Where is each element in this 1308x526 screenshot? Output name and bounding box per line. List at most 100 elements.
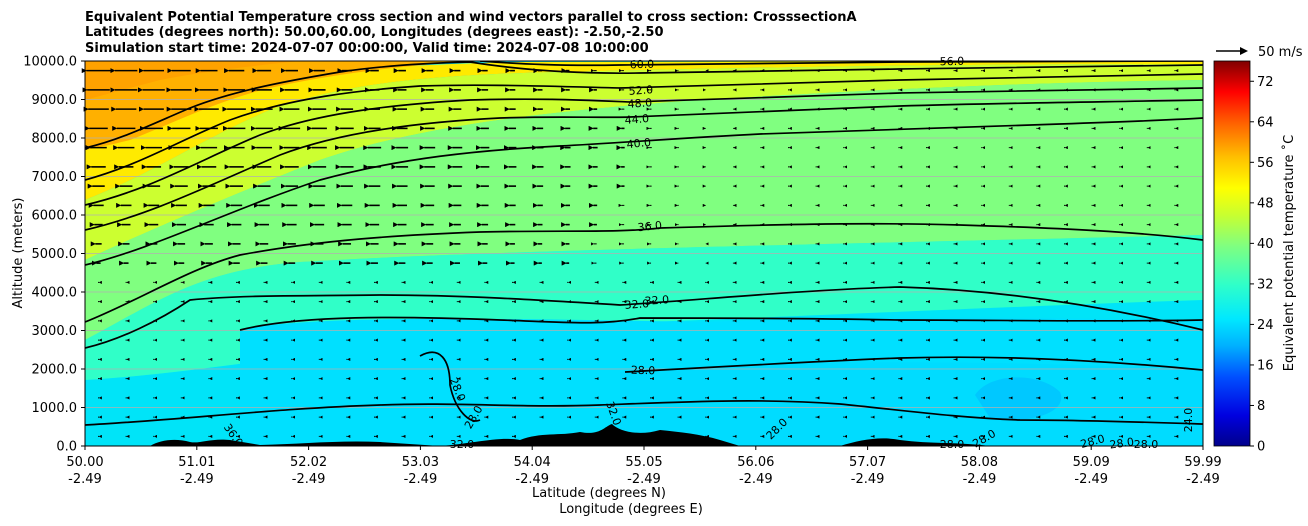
colorbar — [1213, 60, 1251, 447]
x-tick-lat: 55.05 — [625, 455, 662, 470]
contour-52 — [85, 73, 1203, 181]
colorbar-label: Equivalent potential temperature ˚C — [1281, 135, 1297, 371]
x-tick-lat: 59.99 — [1184, 455, 1221, 470]
x-tick-lat: 58.08 — [961, 455, 998, 470]
y-tick-label: 1000.0 — [32, 401, 78, 416]
x-tick-lon: -2.49 — [515, 472, 549, 487]
x-tick-lon: -2.49 — [739, 472, 773, 487]
x-tick-lat: 52.02 — [290, 455, 327, 470]
contour-28-surface — [85, 400, 1203, 426]
contour-label: 44.0 — [624, 112, 650, 127]
contour-label: 24.0 — [1182, 408, 1195, 433]
contour-label-group: 32.0 — [624, 297, 649, 312]
contour-label-group: 32.0 — [450, 438, 475, 451]
colorbar-tick-label: 56 — [1257, 156, 1274, 171]
quiver-key-arrowhead — [1240, 47, 1248, 55]
chart-title-line-3: Simulation start time: 2024-07-07 00:00:… — [85, 41, 649, 56]
contour-label: 32.0 — [450, 438, 475, 451]
contour-36 — [85, 222, 1203, 323]
colorbar-tick-label: 8 — [1257, 399, 1265, 414]
contour-label: 28.0 — [940, 438, 965, 451]
colorbar-tick-label: 16 — [1257, 358, 1274, 373]
y-tick-label: 9000.0 — [32, 93, 78, 108]
x-axis-ticks: 50.00 -2.49 51.01 -2.49 52.02 -2.49 53.03 -2.49… — [66, 446, 1222, 487]
y-axis-ticks: 0.0 1000.0 2000.0 3000.0 4000.0 5000.0 6000.0 7… — [23, 55, 85, 455]
contour-label-group: 52.0 — [628, 83, 653, 98]
x-axis-label-2: Longitude (degrees E) — [559, 502, 703, 517]
contour-label-group: 44.0 — [624, 112, 650, 127]
contour-40 — [85, 117, 1203, 266]
contour-label-group: 28.0 — [631, 364, 656, 378]
contour-label-group: 60.0 — [629, 58, 654, 72]
quiver-key: 50 m/s — [1216, 45, 1303, 60]
y-axis-label: Altitude (meters) — [11, 198, 26, 309]
x-tick-lat: 56.06 — [737, 455, 774, 470]
contour-label: 60.0 — [629, 58, 654, 72]
contour-label: 56.0 — [940, 55, 965, 68]
contour-label: 52.0 — [628, 83, 653, 98]
colorbar-tick-label: 40 — [1257, 237, 1274, 252]
contour-56 — [85, 61, 1203, 149]
contour-label: 32.0 — [644, 293, 669, 308]
x-tick-lon: -2.49 — [851, 472, 885, 487]
quiver-key-label: 50 m/s — [1258, 45, 1303, 60]
contour-label-group: 32.0 — [644, 293, 669, 308]
contour-label-group: 40.0 — [626, 136, 652, 151]
contour-label-group: 36.0 — [637, 219, 663, 234]
contour-label: 32.0 — [624, 297, 649, 312]
y-tick-label: 0.0 — [56, 440, 77, 455]
contour-label: 40.0 — [626, 136, 652, 151]
contour-44 — [85, 99, 1203, 231]
colorbar-tick-label: 24 — [1257, 318, 1274, 333]
y-tick-label: 6000.0 — [32, 209, 78, 224]
contour-32-low — [239, 316, 1203, 331]
y-tick-label: 2000.0 — [32, 363, 78, 378]
x-tick-lon: -2.49 — [1186, 472, 1220, 487]
contour-label-group: 56.0 — [940, 55, 965, 68]
contour-label-group: 48.0 — [627, 96, 652, 111]
chart-title-line-2: Latitudes (degrees north): 50.00,60.00, … — [85, 25, 664, 40]
contour-48 — [85, 87, 1203, 206]
x-tick-lon: -2.49 — [292, 472, 326, 487]
y-tick-label: 10000.0 — [23, 55, 77, 70]
colorbar-ticks: 0 8 16 24 32 40 48 56 64 72 — [1250, 75, 1274, 455]
x-tick-lon: -2.49 — [180, 472, 214, 487]
y-tick-label: 7000.0 — [32, 170, 78, 185]
contour-label: 28.0 — [1109, 435, 1135, 451]
contour-label: 28.0 — [1134, 438, 1159, 451]
x-tick-lat: 51.01 — [178, 455, 215, 470]
wind-vectors — [81, 68, 1179, 438]
contour-label-group: 28.0 — [1134, 438, 1159, 451]
x-tick-lat: 59.09 — [1073, 455, 1110, 470]
x-tick-lon: -2.49 — [627, 472, 661, 487]
terrain — [85, 424, 990, 446]
y-tick-label: 8000.0 — [32, 132, 78, 147]
x-tick-lat: 53.03 — [402, 455, 439, 470]
contour-label: 28.0 — [631, 364, 656, 378]
x-tick-lon: -2.49 — [1074, 472, 1108, 487]
x-tick-lat: 54.04 — [514, 455, 551, 470]
contour-label-group: 28.0 — [1109, 435, 1135, 451]
colorbar-tick-label: 32 — [1257, 277, 1274, 292]
colorbar-tick-label: 64 — [1257, 115, 1274, 130]
colorbar-tick-label: 48 — [1257, 196, 1274, 211]
x-tick-lon: -2.49 — [68, 472, 102, 487]
y-tick-label: 5000.0 — [32, 247, 78, 262]
contour-label: 48.0 — [627, 96, 652, 111]
contour-lines — [85, 61, 1203, 426]
contour-label: 36.0 — [637, 219, 663, 234]
x-tick-lat: 57.07 — [849, 455, 886, 470]
contour-32 — [85, 286, 1203, 349]
contour-28-a — [419, 351, 481, 422]
x-tick-lon: -2.49 — [404, 472, 438, 487]
y-tick-label: 4000.0 — [32, 286, 78, 301]
x-tick-lat: 50.00 — [66, 455, 103, 470]
y-tick-label: 3000.0 — [32, 324, 78, 339]
chart-title-line-1: Equivalent Potential Temperature cross s… — [85, 10, 857, 25]
x-tick-lon: -2.49 — [963, 472, 997, 487]
colorbar-tick-label: 72 — [1257, 75, 1274, 90]
contour-label-group: 28.0 — [940, 438, 965, 451]
colorbar-tick-label: 0 — [1257, 440, 1265, 455]
x-axis-label: Latitude (degrees N) — [532, 486, 666, 501]
